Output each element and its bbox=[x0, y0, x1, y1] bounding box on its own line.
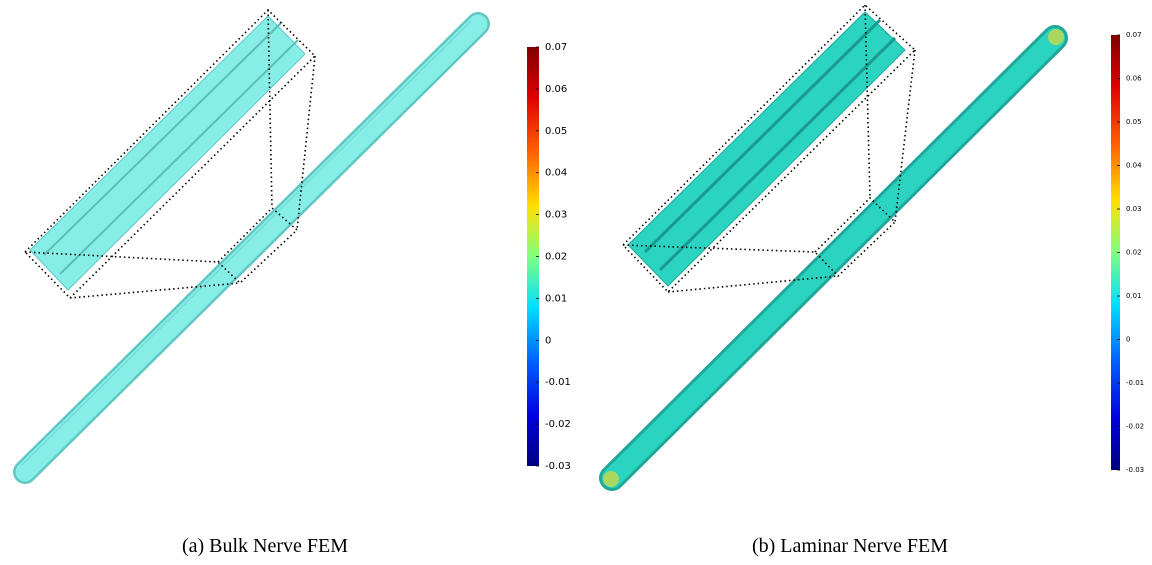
figure: (a) Bulk Nerve FEM (b) Laminar Nerve FEM… bbox=[0, 0, 1152, 565]
nerve-b bbox=[603, 5, 1064, 487]
tick-label: 0.05 bbox=[1126, 118, 1142, 126]
tick-label: 0.05 bbox=[545, 126, 567, 137]
tick-label: 0.06 bbox=[1126, 75, 1142, 83]
tick-label: -0.02 bbox=[1126, 423, 1144, 431]
tick-label: -0.03 bbox=[1126, 466, 1144, 474]
caption: (a) Bulk Nerve FEM bbox=[182, 535, 348, 557]
tick-label: 0.02 bbox=[545, 252, 567, 263]
tick-label: 0.04 bbox=[1126, 162, 1142, 170]
tick-label: 0.04 bbox=[545, 168, 567, 179]
tick-label: 0 bbox=[545, 335, 551, 346]
tick-label: 0 bbox=[1126, 336, 1130, 344]
tick-label: 0.07 bbox=[1126, 31, 1142, 39]
tick-label: -0.01 bbox=[545, 377, 571, 388]
caption: (b) Laminar Nerve FEM bbox=[752, 535, 948, 557]
tick-label: 0.01 bbox=[1126, 292, 1142, 300]
tick-label: 0.02 bbox=[1126, 249, 1142, 257]
nerve-a bbox=[22, 10, 478, 472]
tick-label: 0.03 bbox=[1126, 205, 1142, 213]
tick-label: -0.02 bbox=[545, 419, 571, 430]
tick-label: 0.07 bbox=[545, 42, 567, 53]
tick-label: -0.01 bbox=[1126, 379, 1144, 387]
tick-label: 0.06 bbox=[545, 84, 567, 95]
tick-label: 0.01 bbox=[545, 293, 567, 304]
tick-label: 0.03 bbox=[545, 210, 567, 221]
tick-label: -0.03 bbox=[545, 461, 571, 472]
